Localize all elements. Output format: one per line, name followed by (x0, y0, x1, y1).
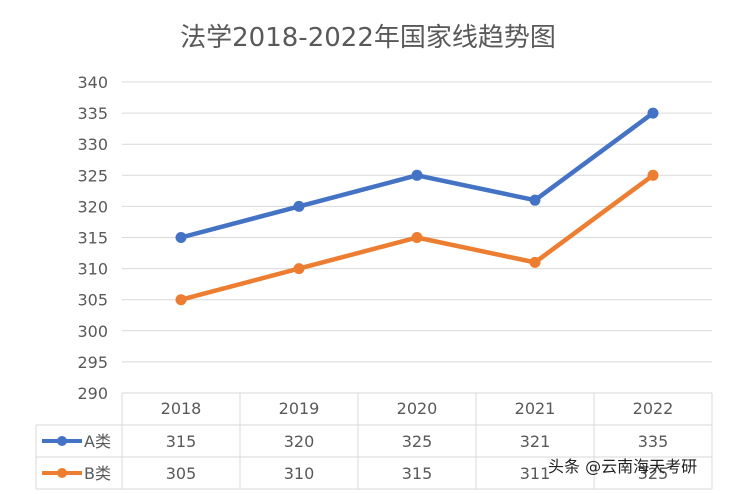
data-point (293, 263, 305, 275)
legend-marker (57, 436, 67, 446)
series-layer (175, 107, 659, 306)
data-point (647, 107, 659, 119)
x-category-label: 2021 (515, 399, 556, 418)
data-table: 2018 2019 2020 2021 2022 A类 315 320 325 321 335 B类 3… (35, 393, 713, 490)
y-tick-label: 325 (77, 166, 108, 185)
y-tick-label: 340 (77, 73, 108, 92)
watermark-text: 头条 @云南海天考研 (548, 457, 697, 476)
table-cell-value: 320 (284, 432, 315, 451)
table-cell-value: 335 (638, 432, 669, 451)
table-cell-value: 315 (166, 432, 197, 451)
y-axis-ticks: 290 295 300 305 310 315 320 325 330 335 340 (77, 73, 108, 403)
x-category-label: 2020 (397, 399, 438, 418)
data-point (411, 232, 423, 243)
y-tick-label: 295 (77, 353, 108, 372)
chart-title: 法学2018-2022年国家线趋势图 (180, 23, 556, 53)
data-point (175, 232, 187, 243)
data-point (411, 169, 423, 181)
x-category-label: 2019 (279, 399, 320, 418)
data-point (529, 256, 541, 268)
y-tick-label: 320 (77, 197, 108, 216)
y-tick-label: 335 (77, 104, 108, 123)
y-tick-label: 310 (77, 260, 108, 279)
table-cell-value: 311 (520, 464, 551, 483)
y-tick-label: 305 (77, 291, 108, 310)
data-point (293, 200, 305, 212)
y-tick-label: 330 (77, 135, 108, 154)
legend-marker (57, 468, 67, 478)
series-name-label: B类 (84, 464, 111, 483)
data-point (175, 294, 187, 306)
data-point (529, 194, 541, 206)
series-name-label: A类 (84, 432, 111, 451)
table-cell-value: 325 (638, 464, 669, 483)
watermark: 头条 @云南海天考研 (548, 457, 697, 476)
table-cell-value: 305 (166, 464, 197, 483)
y-tick-label: 290 (77, 384, 108, 403)
x-category-label: 2018 (161, 399, 202, 418)
y-tick-label: 300 (77, 322, 108, 341)
table-cell-value: 315 (402, 464, 433, 483)
x-category-label: 2022 (633, 399, 674, 418)
y-tick-label: 315 (77, 229, 108, 248)
data-point (647, 169, 659, 181)
table-cell-value: 310 (284, 464, 315, 483)
table-cell-value: 325 (402, 432, 433, 451)
table-cell-value: 321 (520, 432, 551, 451)
